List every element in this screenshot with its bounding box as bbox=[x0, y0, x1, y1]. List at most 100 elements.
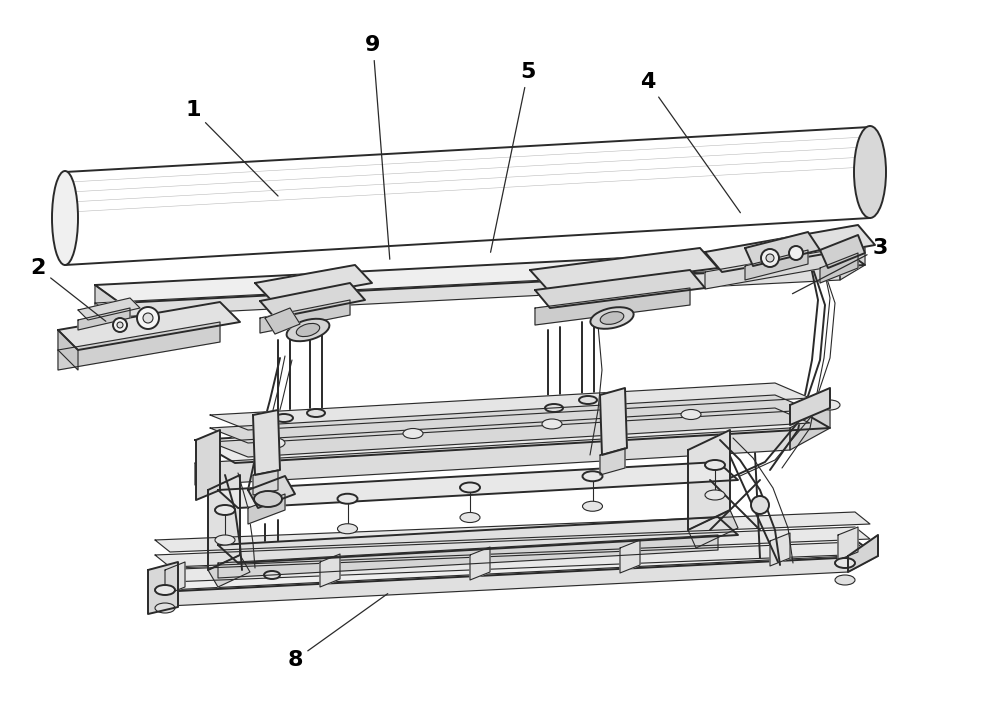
Ellipse shape bbox=[403, 429, 423, 439]
Polygon shape bbox=[155, 512, 870, 552]
Polygon shape bbox=[265, 308, 300, 334]
Polygon shape bbox=[248, 476, 295, 508]
Polygon shape bbox=[840, 247, 865, 280]
Ellipse shape bbox=[264, 571, 280, 579]
Polygon shape bbox=[848, 535, 878, 572]
Polygon shape bbox=[705, 245, 858, 289]
Ellipse shape bbox=[155, 603, 175, 613]
Polygon shape bbox=[600, 448, 625, 475]
Ellipse shape bbox=[117, 322, 123, 328]
Ellipse shape bbox=[137, 307, 159, 329]
Polygon shape bbox=[208, 555, 250, 587]
Ellipse shape bbox=[338, 523, 358, 533]
Polygon shape bbox=[195, 405, 830, 463]
Text: 5: 5 bbox=[491, 62, 536, 252]
Polygon shape bbox=[155, 542, 870, 582]
Polygon shape bbox=[820, 253, 858, 283]
Ellipse shape bbox=[579, 396, 597, 404]
Polygon shape bbox=[790, 388, 830, 425]
Ellipse shape bbox=[460, 513, 480, 523]
Text: 8: 8 bbox=[287, 594, 388, 670]
Polygon shape bbox=[745, 250, 808, 280]
Polygon shape bbox=[218, 517, 738, 563]
Polygon shape bbox=[165, 562, 185, 595]
Polygon shape bbox=[58, 330, 78, 370]
Ellipse shape bbox=[52, 171, 78, 265]
Polygon shape bbox=[210, 408, 810, 457]
Polygon shape bbox=[848, 535, 878, 572]
Ellipse shape bbox=[789, 246, 803, 260]
Polygon shape bbox=[535, 288, 690, 325]
Ellipse shape bbox=[751, 496, 769, 514]
Ellipse shape bbox=[854, 126, 886, 218]
Polygon shape bbox=[253, 470, 278, 495]
Ellipse shape bbox=[820, 400, 840, 410]
Ellipse shape bbox=[582, 471, 602, 481]
Ellipse shape bbox=[254, 491, 282, 507]
Polygon shape bbox=[260, 283, 365, 318]
Polygon shape bbox=[148, 535, 878, 591]
Polygon shape bbox=[78, 308, 130, 330]
Polygon shape bbox=[195, 428, 790, 485]
Polygon shape bbox=[248, 494, 285, 524]
Ellipse shape bbox=[296, 323, 320, 336]
Polygon shape bbox=[95, 247, 865, 303]
Ellipse shape bbox=[600, 312, 624, 324]
Ellipse shape bbox=[265, 438, 285, 448]
Polygon shape bbox=[95, 285, 120, 318]
Polygon shape bbox=[148, 562, 178, 614]
Polygon shape bbox=[705, 225, 875, 272]
Polygon shape bbox=[218, 462, 738, 508]
Polygon shape bbox=[218, 535, 718, 578]
Polygon shape bbox=[58, 302, 240, 350]
Polygon shape bbox=[620, 540, 640, 573]
Text: 3: 3 bbox=[792, 238, 888, 294]
Ellipse shape bbox=[307, 409, 325, 417]
Ellipse shape bbox=[143, 313, 153, 323]
Ellipse shape bbox=[155, 585, 175, 595]
Ellipse shape bbox=[705, 490, 725, 500]
Polygon shape bbox=[208, 475, 240, 570]
Ellipse shape bbox=[338, 494, 358, 504]
Text: 1: 1 bbox=[185, 100, 278, 196]
Ellipse shape bbox=[545, 404, 563, 412]
Ellipse shape bbox=[113, 318, 127, 332]
Ellipse shape bbox=[287, 319, 329, 341]
Ellipse shape bbox=[215, 505, 235, 515]
Ellipse shape bbox=[681, 409, 701, 419]
Text: 9: 9 bbox=[365, 35, 390, 260]
Polygon shape bbox=[688, 510, 738, 548]
Polygon shape bbox=[148, 556, 848, 607]
Ellipse shape bbox=[542, 419, 562, 429]
Ellipse shape bbox=[705, 460, 725, 470]
Polygon shape bbox=[600, 388, 627, 455]
Polygon shape bbox=[838, 527, 858, 560]
Polygon shape bbox=[255, 265, 372, 301]
Polygon shape bbox=[78, 298, 140, 320]
Ellipse shape bbox=[766, 254, 774, 262]
Polygon shape bbox=[253, 410, 280, 475]
Polygon shape bbox=[688, 430, 730, 530]
Ellipse shape bbox=[275, 414, 293, 422]
Polygon shape bbox=[95, 265, 840, 318]
Polygon shape bbox=[320, 554, 340, 587]
Polygon shape bbox=[210, 395, 810, 443]
Polygon shape bbox=[260, 300, 350, 333]
Ellipse shape bbox=[582, 501, 602, 511]
Polygon shape bbox=[770, 533, 790, 566]
Polygon shape bbox=[790, 405, 830, 450]
Text: 4: 4 bbox=[640, 72, 740, 213]
Ellipse shape bbox=[835, 575, 855, 585]
Polygon shape bbox=[196, 430, 220, 500]
Ellipse shape bbox=[215, 535, 235, 545]
Ellipse shape bbox=[460, 483, 480, 493]
Polygon shape bbox=[535, 270, 705, 308]
Polygon shape bbox=[820, 235, 865, 268]
Ellipse shape bbox=[835, 558, 855, 568]
Polygon shape bbox=[745, 232, 820, 266]
Text: 2: 2 bbox=[30, 258, 106, 321]
Polygon shape bbox=[210, 383, 810, 430]
Ellipse shape bbox=[761, 249, 779, 267]
Ellipse shape bbox=[590, 307, 634, 329]
Polygon shape bbox=[58, 322, 220, 370]
